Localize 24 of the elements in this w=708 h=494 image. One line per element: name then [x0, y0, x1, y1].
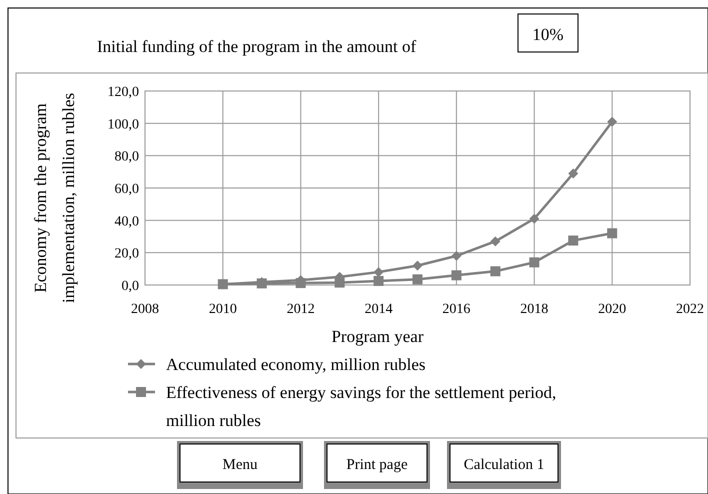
- y-axis-title: Economy from the program implementation, million rubles: [31, 92, 78, 304]
- x-tick-label: 2020: [598, 302, 626, 317]
- y-tick-label: 20,0: [114, 246, 139, 262]
- x-tick-label: 2012: [286, 302, 315, 317]
- y-tick-label: 40,0: [114, 214, 139, 230]
- x-tick-label: 2016: [442, 302, 470, 317]
- button: Menu: [177, 441, 303, 489]
- y-tick-label: 0,0: [122, 279, 139, 294]
- x-tick-label: 2014: [364, 302, 393, 317]
- x-axis-title: Program year: [331, 327, 424, 346]
- button: Print page: [324, 441, 430, 489]
- button: Calculation 1: [447, 441, 561, 489]
- x-tick-label: 2010: [208, 302, 237, 317]
- y-tick-label: 80,0: [114, 150, 139, 165]
- x-tick-label: 2008: [131, 302, 159, 317]
- text: 10%: [532, 25, 564, 44]
- legend-label: Accumulated economy, million rubles: [166, 355, 426, 374]
- chart-title: Initial funding of the program in the amount of: [97, 37, 416, 56]
- x-tick-label: 2018: [520, 302, 548, 317]
- y-tick-label: 120,0: [108, 85, 139, 100]
- legend-label: Effectiveness of energy savings for the settlement period, million rubles: [166, 383, 556, 430]
- y-tick-label: 100,0: [108, 117, 139, 132]
- y-tick-label: 60,0: [114, 182, 139, 197]
- x-tick-label: 2022: [676, 302, 704, 317]
